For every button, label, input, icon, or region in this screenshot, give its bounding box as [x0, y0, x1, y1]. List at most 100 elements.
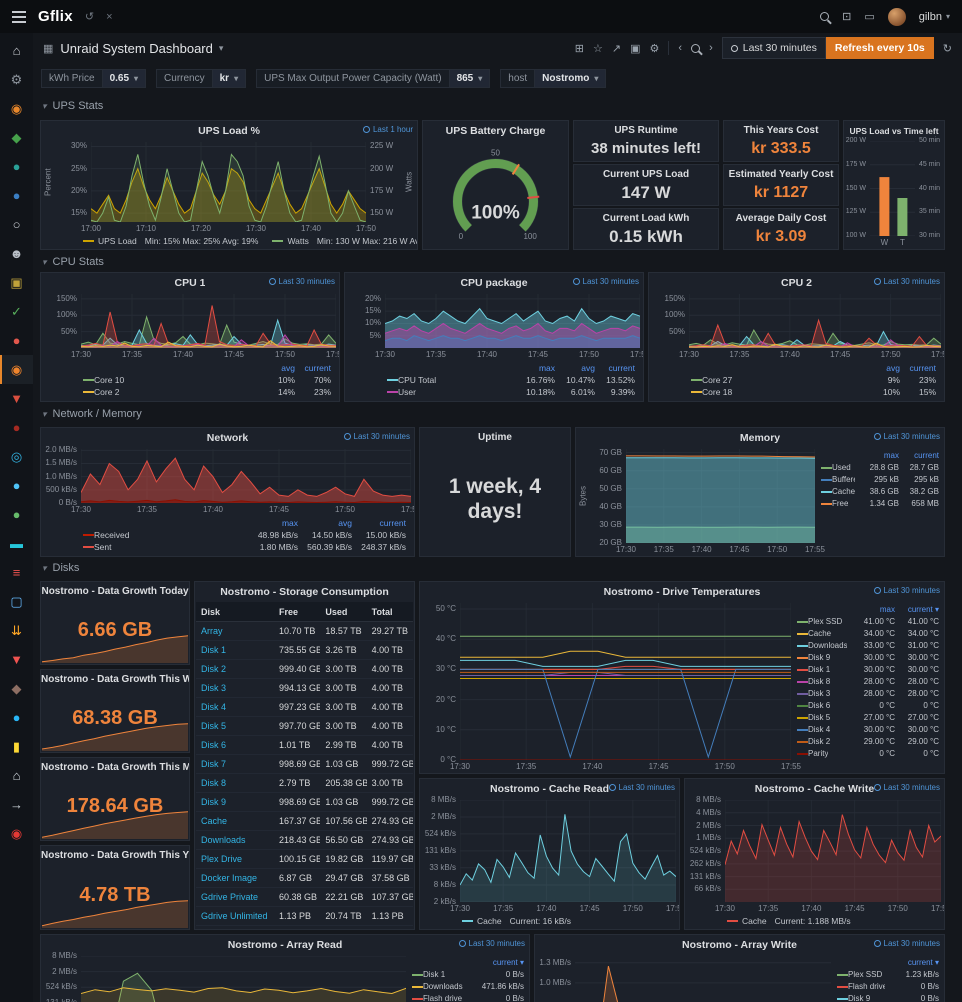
- disk-link[interactable]: Disk 4: [201, 702, 227, 712]
- graph-canvas[interactable]: [81, 956, 406, 1002]
- app-orange-icon[interactable]: ◉: [10, 100, 23, 116]
- legend-col-header[interactable]: current: [914, 451, 939, 460]
- legend-col-header[interactable]: max: [281, 518, 298, 528]
- app-sab-icon[interactable]: ▮: [12, 738, 21, 754]
- legend-item[interactable]: UPS Load Min: 15% Max: 25% Avg: 19%: [83, 236, 258, 246]
- panel-title[interactable]: Nostromo - Cache Read: [489, 783, 610, 795]
- legend-item[interactable]: Disk 9 30.00 °C 30.00 °C: [797, 652, 939, 664]
- row-header-disks[interactable]: Disks: [42, 561, 80, 575]
- app-green-icon[interactable]: ◆: [11, 129, 22, 145]
- disk-link[interactable]: Gdrive Unlimited: [201, 911, 268, 921]
- panel-title[interactable]: Current Load kWh: [602, 213, 690, 224]
- legend-item[interactable]: Plex SSD 41.00 °C 41.00 °C: [797, 616, 939, 628]
- home-icon[interactable]: ⌂: [12, 43, 21, 58]
- legend-item[interactable]: User 10.18% 6.01% 9.39%: [387, 386, 635, 398]
- legend-item[interactable]: Cache Current: 1.188 MB/s: [727, 916, 851, 926]
- graph-canvas[interactable]: [460, 603, 791, 760]
- variable-host[interactable]: host Nostromo: [500, 69, 607, 88]
- user-menu[interactable]: gilbn ▾: [919, 11, 950, 23]
- app-eye-icon[interactable]: ◎: [10, 448, 23, 464]
- panel-title[interactable]: CPU 2: [781, 277, 812, 289]
- graph-canvas[interactable]: [626, 449, 815, 543]
- legend-item[interactable]: Received 48.98 kB/s 14.50 kB/s 15.00 kB/s: [83, 529, 406, 541]
- disk-link[interactable]: Disk 7: [201, 759, 227, 769]
- graph-canvas[interactable]: [81, 294, 336, 348]
- legend-item[interactable]: CPU Total 16.76% 10.47% 13.52%: [387, 374, 635, 386]
- library-icon[interactable]: ⌂: [12, 768, 21, 783]
- graph-canvas[interactable]: [689, 294, 941, 348]
- disk-link[interactable]: Disk 8: [201, 778, 227, 788]
- disk-link[interactable]: Disk 9: [201, 797, 227, 807]
- panel-title[interactable]: Nostromo - Storage Consumption: [220, 586, 389, 598]
- legend-item[interactable]: Disk 6 0 °C 0 °C: [797, 700, 939, 712]
- legend-item[interactable]: Core 18 10% 15%: [691, 386, 936, 398]
- legend-item[interactable]: Cache 34.00 °C 34.00 °C: [797, 628, 939, 640]
- legend-item[interactable]: Disk 5 27.00 °C 27.00 °C: [797, 712, 939, 724]
- app-square-icon[interactable]: ▢: [10, 593, 23, 609]
- disk-link[interactable]: Array: [201, 626, 223, 636]
- disk-link[interactable]: Disk 2: [201, 664, 227, 674]
- graph-canvas[interactable]: [460, 800, 676, 902]
- legend-item[interactable]: Core 2 14% 23%: [83, 386, 331, 398]
- legend-item[interactable]: Core 27 9% 23%: [691, 374, 936, 386]
- panel-title[interactable]: CPU package: [460, 277, 528, 289]
- panel-title[interactable]: Memory: [739, 432, 781, 444]
- panel-title[interactable]: Average Daily Cost: [735, 213, 827, 224]
- disk-link[interactable]: Downloads: [201, 835, 246, 845]
- variable-kwh-price[interactable]: kWh Price 0.65: [41, 69, 147, 88]
- app-brown-icon[interactable]: ◆: [11, 680, 22, 696]
- panel-title[interactable]: Estimated Yearly Cost: [728, 169, 834, 180]
- legend-item[interactable]: Watts Min: 130 W Max: 216 W Avg: 162 W: [272, 236, 417, 246]
- legend-item[interactable]: Disk 3 28.00 °C 28.00 °C: [797, 688, 939, 700]
- close-icon[interactable]: ×: [106, 10, 113, 23]
- legend-col-header[interactable]: avg: [281, 363, 295, 373]
- time-forward-button[interactable]: ›: [709, 42, 713, 54]
- legend-item[interactable]: Downloads 471.86 kB/s: [412, 981, 524, 993]
- app-cyan-icon[interactable]: ▬: [10, 536, 23, 551]
- search-icon[interactable]: [820, 12, 830, 21]
- panel-title[interactable]: Nostromo - Data Growth This Week: [41, 674, 189, 685]
- app-darkred-icon[interactable]: ●: [12, 420, 21, 435]
- graph-canvas[interactable]: [91, 142, 366, 222]
- legend-item[interactable]: Buffered 295 kB 295 kB: [821, 474, 939, 486]
- user-app-icon[interactable]: ☻: [9, 246, 24, 261]
- app-leaf-icon[interactable]: ●: [12, 507, 21, 522]
- legend-item[interactable]: Used 28.8 GB 28.7 GB: [821, 462, 939, 474]
- panel-title[interactable]: Uptime: [478, 432, 512, 443]
- column-header[interactable]: Used: [325, 606, 348, 617]
- legend-col-header[interactable]: max: [883, 451, 899, 460]
- star-button[interactable]: ☆: [593, 42, 603, 55]
- disk-link[interactable]: Disk 5: [201, 721, 227, 731]
- row-header-ups-stats[interactable]: UPS Stats: [42, 99, 104, 113]
- panel-title[interactable]: UPS Load vs Time left: [849, 126, 939, 136]
- fullscreen-icon[interactable]: ⊡: [842, 11, 852, 23]
- legend-col-header[interactable]: current: [909, 363, 936, 373]
- graph-canvas[interactable]: [385, 294, 640, 348]
- app-target-icon[interactable]: ◉: [10, 825, 23, 841]
- panel-title[interactable]: This Years Cost: [743, 125, 819, 136]
- legend-col-header[interactable]: current ▾: [492, 958, 524, 967]
- zoom-out-button[interactable]: [691, 43, 701, 53]
- disk-link[interactable]: Disk 3: [201, 683, 227, 693]
- disk-link[interactable]: Docker Image: [201, 873, 258, 883]
- legend-col-header[interactable]: avg: [581, 363, 595, 373]
- variable-currency[interactable]: Currency kr: [156, 69, 247, 88]
- app-blue-icon[interactable]: ●: [12, 188, 21, 203]
- app-fire-icon[interactable]: ◉: [0, 355, 33, 384]
- legend-item[interactable]: Flash drive 0 B/s: [837, 981, 939, 993]
- app-down-icon[interactable]: ▼: [10, 652, 23, 667]
- dashboard-title[interactable]: Unraid System Dashboard: [60, 40, 213, 56]
- dashboard-icon[interactable]: ▦: [43, 42, 54, 55]
- legend-item[interactable]: Disk 1 30.00 °C 30.00 °C: [797, 664, 939, 676]
- search-app-icon[interactable]: ○: [12, 217, 21, 232]
- legend-col-header[interactable]: max: [538, 363, 555, 373]
- app-yellow-icon[interactable]: ▣: [10, 274, 23, 290]
- app-teal-icon[interactable]: ●: [12, 159, 21, 174]
- panel-title[interactable]: Nostromo - Array Write: [682, 939, 797, 951]
- panel-title[interactable]: Nostromo - Data Growth Today: [41, 586, 189, 597]
- tv-icon[interactable]: ▭: [864, 11, 875, 23]
- panel-title[interactable]: UPS Load %: [198, 125, 260, 137]
- settings-button[interactable]: ⚙: [649, 42, 660, 55]
- legend-col-header[interactable]: current ▾: [907, 605, 939, 614]
- column-header[interactable]: Disk: [201, 606, 221, 617]
